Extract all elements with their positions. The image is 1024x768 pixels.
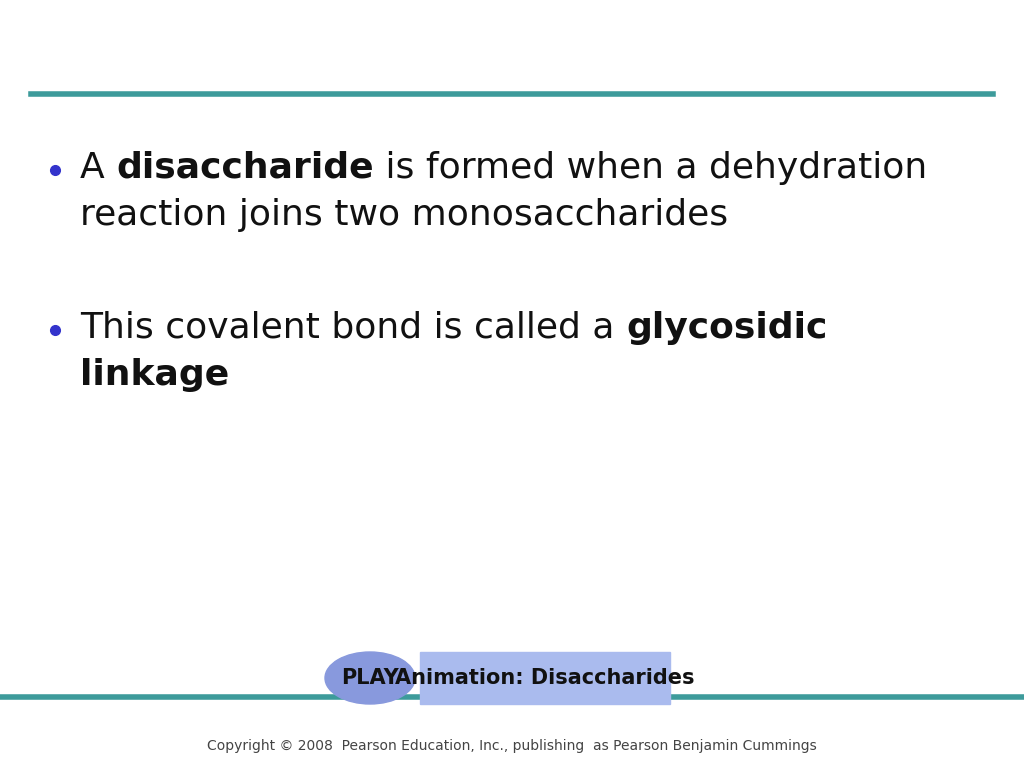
Text: PLAY: PLAY [341, 668, 399, 688]
Text: linkage: linkage [80, 358, 229, 392]
Text: glycosidic: glycosidic [626, 311, 827, 345]
Text: A: A [80, 151, 117, 185]
Text: disaccharide: disaccharide [117, 151, 374, 185]
Text: reaction joins two monosaccharides: reaction joins two monosaccharides [80, 198, 728, 232]
Text: is formed when a dehydration: is formed when a dehydration [374, 151, 927, 185]
FancyBboxPatch shape [420, 652, 670, 704]
Text: This covalent bond is called a: This covalent bond is called a [80, 311, 626, 345]
Text: Animation: Disaccharides: Animation: Disaccharides [395, 668, 694, 688]
Ellipse shape [325, 652, 415, 704]
Text: Copyright © 2008  Pearson Education, Inc., publishing  as Pearson Benjamin Cummi: Copyright © 2008 Pearson Education, Inc.… [207, 739, 817, 753]
